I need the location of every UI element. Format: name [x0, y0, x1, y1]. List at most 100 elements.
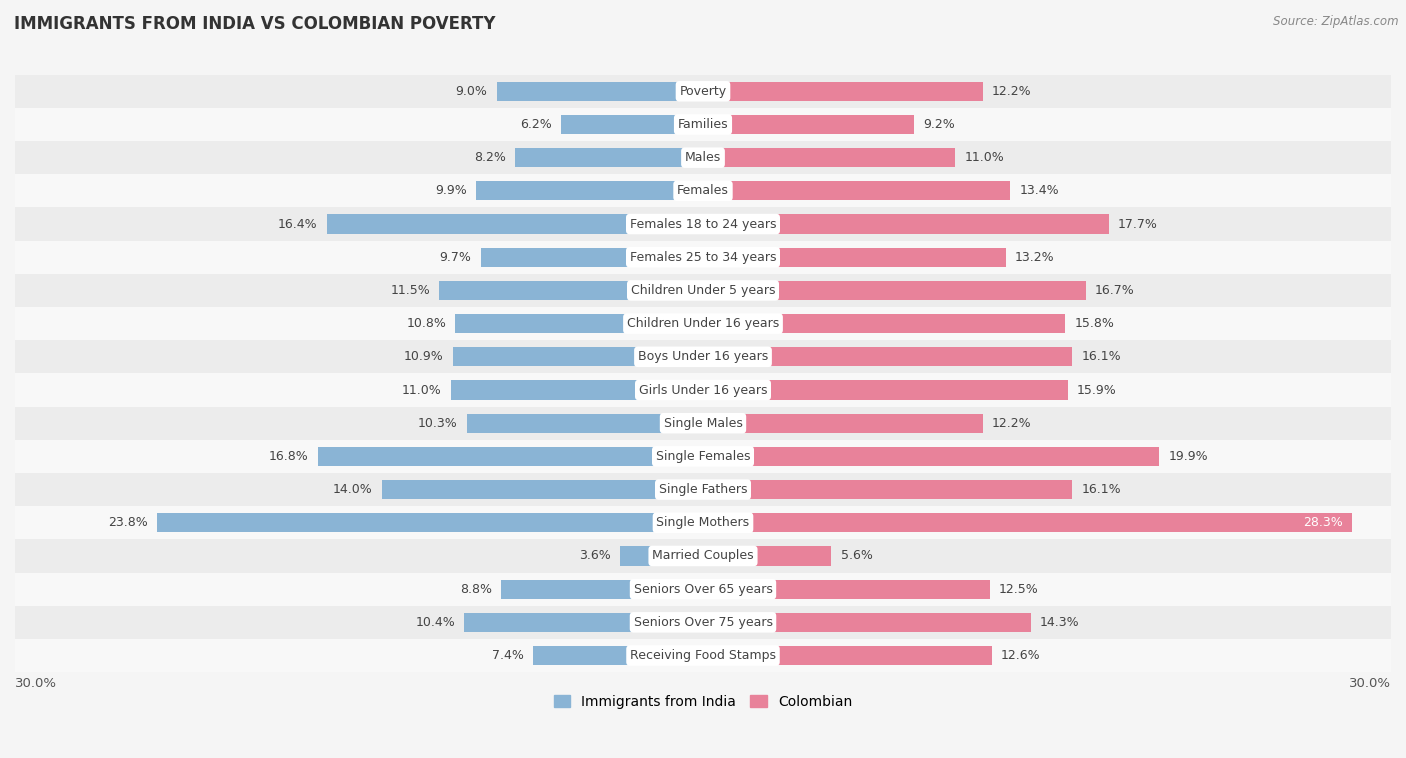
- Bar: [467, 414, 703, 433]
- Bar: [703, 181, 1011, 200]
- Bar: [15, 307, 1391, 340]
- Text: Receiving Food Stamps: Receiving Food Stamps: [630, 649, 776, 662]
- Bar: [15, 572, 1391, 606]
- Bar: [464, 612, 703, 632]
- Text: 19.9%: 19.9%: [1168, 450, 1208, 463]
- Text: 12.6%: 12.6%: [1001, 649, 1040, 662]
- Bar: [703, 280, 1085, 300]
- Bar: [703, 148, 955, 168]
- Text: 11.0%: 11.0%: [965, 151, 1004, 164]
- Text: Single Males: Single Males: [664, 417, 742, 430]
- Bar: [703, 82, 983, 101]
- Text: Females 18 to 24 years: Females 18 to 24 years: [630, 218, 776, 230]
- Text: 9.0%: 9.0%: [456, 85, 488, 98]
- Bar: [703, 347, 1073, 366]
- Bar: [703, 580, 990, 599]
- Bar: [703, 314, 1066, 334]
- Text: 17.7%: 17.7%: [1118, 218, 1159, 230]
- Bar: [620, 547, 703, 565]
- Bar: [703, 547, 831, 565]
- Bar: [501, 580, 703, 599]
- Text: Children Under 5 years: Children Under 5 years: [631, 284, 775, 297]
- Bar: [15, 540, 1391, 572]
- Bar: [15, 274, 1391, 307]
- Bar: [15, 440, 1391, 473]
- Bar: [15, 141, 1391, 174]
- Text: 28.3%: 28.3%: [1303, 516, 1343, 529]
- Bar: [15, 506, 1391, 540]
- Text: 13.2%: 13.2%: [1015, 251, 1054, 264]
- Bar: [15, 240, 1391, 274]
- Bar: [533, 646, 703, 666]
- Text: Females: Females: [678, 184, 728, 197]
- Text: 12.2%: 12.2%: [993, 85, 1032, 98]
- Text: Girls Under 16 years: Girls Under 16 years: [638, 384, 768, 396]
- Text: 10.3%: 10.3%: [418, 417, 457, 430]
- Text: 13.4%: 13.4%: [1019, 184, 1059, 197]
- Bar: [15, 340, 1391, 374]
- Text: 7.4%: 7.4%: [492, 649, 524, 662]
- Bar: [382, 480, 703, 500]
- Bar: [157, 513, 703, 532]
- Bar: [703, 513, 1353, 532]
- Text: Children Under 16 years: Children Under 16 years: [627, 317, 779, 330]
- Text: Families: Families: [678, 118, 728, 131]
- Bar: [15, 108, 1391, 141]
- Text: Seniors Over 65 years: Seniors Over 65 years: [634, 583, 772, 596]
- Text: 9.7%: 9.7%: [440, 251, 471, 264]
- Text: 10.4%: 10.4%: [416, 615, 456, 629]
- Text: 9.9%: 9.9%: [434, 184, 467, 197]
- Bar: [703, 115, 914, 134]
- Bar: [703, 646, 993, 666]
- Text: 11.0%: 11.0%: [402, 384, 441, 396]
- Bar: [15, 606, 1391, 639]
- Bar: [15, 374, 1391, 406]
- Text: 14.3%: 14.3%: [1040, 615, 1080, 629]
- Text: 16.8%: 16.8%: [269, 450, 308, 463]
- Text: 30.0%: 30.0%: [15, 677, 58, 690]
- Bar: [453, 347, 703, 366]
- Bar: [15, 473, 1391, 506]
- Text: 15.8%: 15.8%: [1074, 317, 1115, 330]
- Bar: [703, 215, 1109, 233]
- Bar: [703, 381, 1067, 399]
- Text: IMMIGRANTS FROM INDIA VS COLOMBIAN POVERTY: IMMIGRANTS FROM INDIA VS COLOMBIAN POVER…: [14, 15, 495, 33]
- Text: 16.7%: 16.7%: [1095, 284, 1135, 297]
- Text: 8.8%: 8.8%: [460, 583, 492, 596]
- Bar: [15, 208, 1391, 240]
- Text: Poverty: Poverty: [679, 85, 727, 98]
- Text: Boys Under 16 years: Boys Under 16 years: [638, 350, 768, 363]
- Text: 16.1%: 16.1%: [1081, 483, 1121, 496]
- Bar: [481, 248, 703, 267]
- Bar: [703, 414, 983, 433]
- Legend: Immigrants from India, Colombian: Immigrants from India, Colombian: [548, 690, 858, 715]
- Text: Single Mothers: Single Mothers: [657, 516, 749, 529]
- Bar: [477, 181, 703, 200]
- Bar: [496, 82, 703, 101]
- Bar: [326, 215, 703, 233]
- Bar: [703, 446, 1160, 466]
- Bar: [561, 115, 703, 134]
- Text: 5.6%: 5.6%: [841, 550, 873, 562]
- Bar: [15, 406, 1391, 440]
- Text: 11.5%: 11.5%: [391, 284, 430, 297]
- Text: Males: Males: [685, 151, 721, 164]
- Bar: [15, 639, 1391, 672]
- Text: 12.5%: 12.5%: [998, 583, 1039, 596]
- Text: Seniors Over 75 years: Seniors Over 75 years: [634, 615, 772, 629]
- Bar: [456, 314, 703, 334]
- Text: Females 25 to 34 years: Females 25 to 34 years: [630, 251, 776, 264]
- Text: 23.8%: 23.8%: [108, 516, 148, 529]
- Text: 3.6%: 3.6%: [579, 550, 612, 562]
- Bar: [15, 174, 1391, 208]
- Text: 10.8%: 10.8%: [406, 317, 446, 330]
- Text: 15.9%: 15.9%: [1077, 384, 1116, 396]
- Bar: [439, 280, 703, 300]
- Bar: [703, 612, 1031, 632]
- Text: 10.9%: 10.9%: [404, 350, 444, 363]
- Text: 16.4%: 16.4%: [278, 218, 318, 230]
- Text: 12.2%: 12.2%: [993, 417, 1032, 430]
- Bar: [15, 75, 1391, 108]
- Text: Single Fathers: Single Fathers: [659, 483, 747, 496]
- Bar: [515, 148, 703, 168]
